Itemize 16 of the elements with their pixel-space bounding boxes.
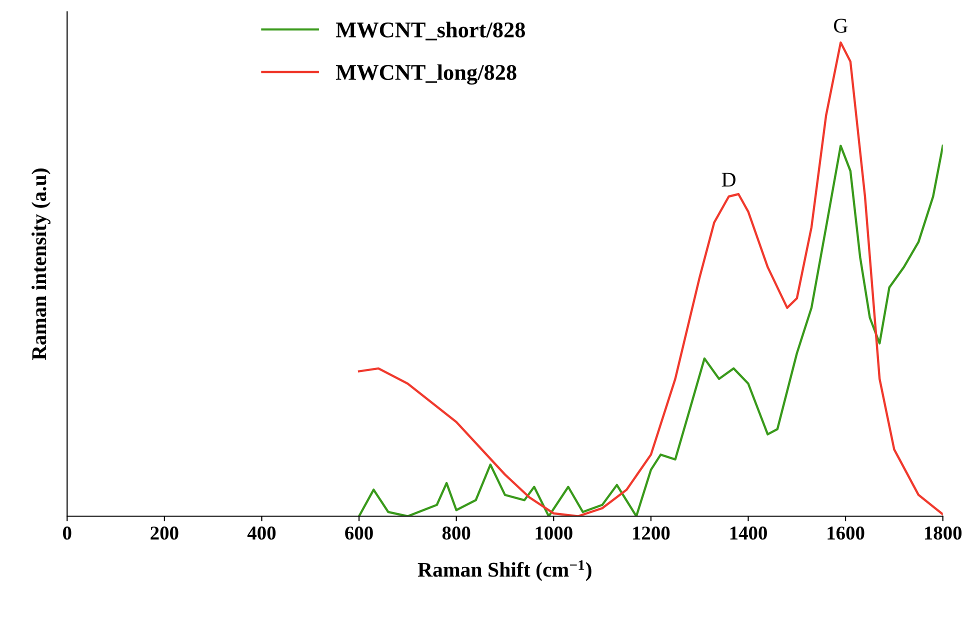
annotation: D xyxy=(722,172,736,187)
x-tick-label: 800 xyxy=(442,526,470,540)
x-tick-label: 1600 xyxy=(828,526,864,540)
legend-label: MWCNT_short/828 xyxy=(336,22,525,40)
annotation: G xyxy=(834,18,848,33)
x-tick-label: 200 xyxy=(150,526,178,540)
x-tick-label: 400 xyxy=(247,526,276,540)
x-axis-title: Raman Shift (cm$^{−1}$) xyxy=(418,560,592,582)
y-axis-title: Raman intensity (a.u) xyxy=(32,168,50,360)
x-tick-label: 1000 xyxy=(536,526,572,540)
x-tick-label: 600 xyxy=(345,526,373,540)
x-tick-label: 1800 xyxy=(924,526,962,540)
x-tick-label: 1400 xyxy=(730,526,767,540)
x-tick-label: 1200 xyxy=(633,526,670,540)
x-tick-label: 0 xyxy=(63,526,72,540)
legend-label: MWCNT_long/828 xyxy=(336,64,516,85)
